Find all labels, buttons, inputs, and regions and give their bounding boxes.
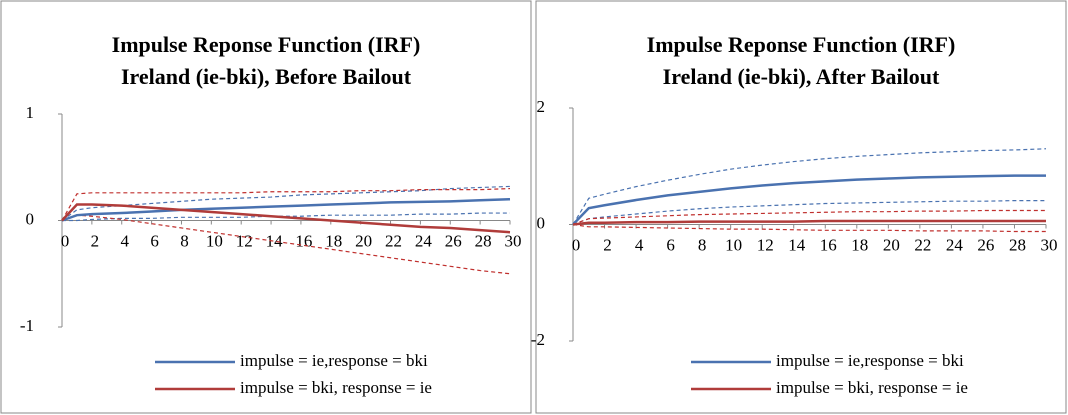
x-tick-label: 24	[946, 235, 964, 254]
x-tick-label: 26	[445, 231, 462, 250]
chart-title: Ireland (ie-bki), Before Bailout	[121, 64, 412, 89]
confidence-band	[61, 185, 511, 221]
confidence-band	[61, 187, 511, 221]
x-tick-label: 4	[120, 231, 129, 250]
x-tick-label: 4	[635, 235, 644, 254]
x-tick-label: 22	[385, 231, 402, 250]
y-tick-label: 1	[26, 103, 35, 122]
x-tick-label: 0	[61, 231, 70, 250]
x-tick-label: 24	[415, 231, 433, 250]
legend-label: impulse = ie,response = bki	[240, 351, 428, 370]
x-tick-label: 22	[914, 235, 931, 254]
legend-label: impulse = bki, response = ie	[776, 378, 968, 397]
chart-title: Impulse Reponse Function (IRF)	[112, 32, 421, 57]
x-tick-label: 2	[603, 235, 612, 254]
panel-border	[0, 0, 532, 414]
legend-label: impulse = bki, response = ie	[240, 378, 432, 397]
x-tick-label: 18	[851, 235, 868, 254]
x-tick-label: 18	[325, 231, 342, 250]
series-line	[61, 197, 511, 222]
y-tick-label: -1	[20, 316, 34, 335]
x-tick-label: 14	[788, 235, 806, 254]
y-tick-label: 0	[26, 209, 35, 228]
x-tick-label: 6	[150, 231, 159, 250]
x-tick-label: 14	[266, 231, 284, 250]
x-tick-label: 30	[1041, 235, 1058, 254]
panel-border	[535, 0, 1067, 414]
x-tick-label: 16	[820, 235, 837, 254]
x-tick-label: 28	[1009, 235, 1026, 254]
y-tick-label: 0	[537, 213, 546, 232]
x-tick-label: 12	[236, 231, 253, 250]
x-tick-label: 12	[757, 235, 774, 254]
chart-title: Impulse Reponse Function (IRF)	[647, 32, 956, 57]
x-tick-label: 8	[698, 235, 707, 254]
x-tick-label: 0	[572, 235, 581, 254]
x-tick-label: 28	[475, 231, 492, 250]
series-line	[61, 203, 511, 234]
x-tick-label: 10	[725, 235, 742, 254]
x-tick-label: 2	[91, 231, 100, 250]
y-tick-label: -2	[531, 330, 545, 349]
x-tick-label: 6	[666, 235, 675, 254]
x-tick-label: 30	[505, 231, 522, 250]
legend-label: impulse = ie,response = bki	[776, 351, 964, 370]
x-tick-label: 26	[977, 235, 994, 254]
series-line	[572, 219, 1046, 226]
x-tick-label: 16	[295, 231, 312, 250]
x-tick-label: 20	[883, 235, 900, 254]
x-tick-label: 10	[206, 231, 223, 250]
confidence-band	[572, 148, 1047, 225]
series-line	[572, 174, 1046, 226]
x-tick-label: 20	[355, 231, 372, 250]
confidence-band	[61, 214, 511, 275]
chart-title: Ireland (ie-bki), After Bailout	[663, 64, 940, 89]
y-tick-label: 2	[537, 97, 546, 116]
x-tick-label: 8	[180, 231, 189, 250]
confidence-band	[572, 223, 1046, 233]
